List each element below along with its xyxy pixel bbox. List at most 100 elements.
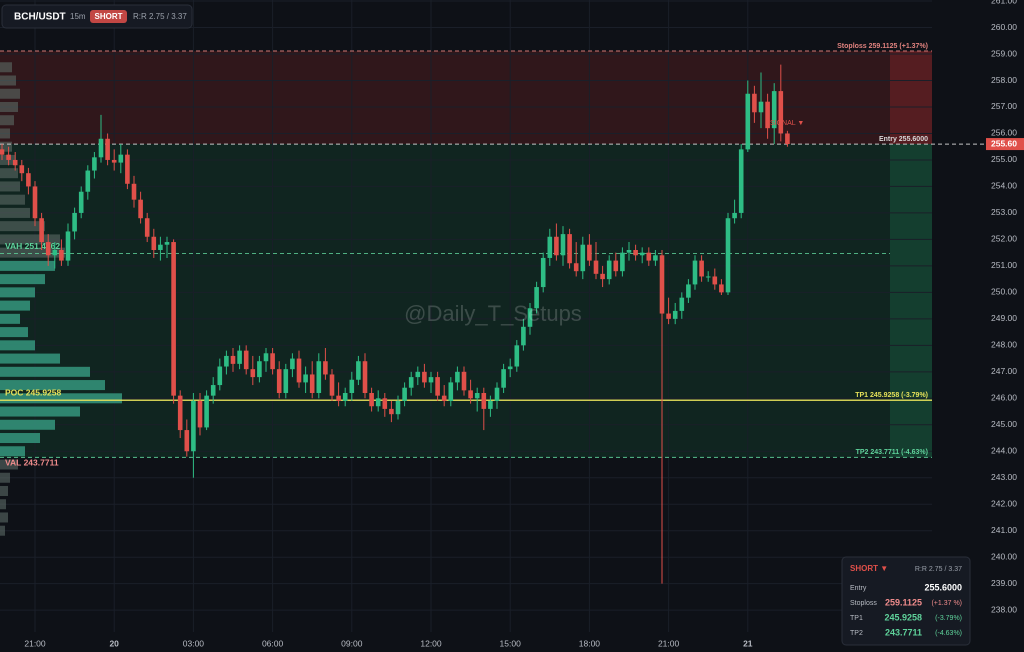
candle-body bbox=[521, 326, 526, 346]
candle-body bbox=[639, 252, 645, 256]
level-label: TP1 245.9258 (-3.79%) bbox=[855, 392, 928, 399]
candle-body bbox=[666, 313, 671, 319]
volume-profile-bar bbox=[0, 221, 45, 232]
volume-profile-bar bbox=[0, 406, 80, 417]
price-axis bbox=[980, 0, 1024, 652]
candle-body bbox=[111, 159, 117, 163]
panel-rr: R:R 2.75 / 3.37 bbox=[915, 566, 962, 573]
signal-annotation: SIGNAL ▼ bbox=[770, 120, 804, 127]
candle-body bbox=[85, 170, 91, 192]
candle-body bbox=[725, 218, 731, 293]
candle-body bbox=[78, 191, 84, 213]
volume-profile-bar bbox=[0, 446, 25, 457]
risk-zone-edge bbox=[890, 51, 932, 145]
volume-profile-bar bbox=[0, 194, 25, 205]
x-tick-label: 20 bbox=[109, 638, 119, 648]
candle-body bbox=[540, 257, 546, 288]
panel-row-change: (+1.37 %) bbox=[931, 600, 962, 607]
risk-reward: R:R 2.75 / 3.37 bbox=[133, 12, 187, 21]
candle-body bbox=[474, 393, 480, 399]
candle-body bbox=[567, 234, 572, 264]
candle-body bbox=[177, 395, 183, 431]
candle-body bbox=[131, 183, 137, 200]
candle-body bbox=[461, 371, 467, 391]
candle-body bbox=[362, 361, 368, 394]
candle-body bbox=[336, 395, 341, 401]
y-tick-label: 244.00 bbox=[991, 446, 1017, 456]
volume-profile-bar bbox=[0, 128, 10, 139]
y-tick-label: 252.00 bbox=[991, 234, 1017, 244]
candle-body bbox=[309, 374, 315, 394]
candle-body bbox=[184, 430, 190, 452]
x-tick-label: 06:00 bbox=[262, 638, 284, 648]
y-tick-label: 259.00 bbox=[991, 48, 1017, 58]
volume-profile-bar bbox=[0, 234, 60, 245]
candle-body bbox=[342, 393, 348, 401]
candle-body bbox=[415, 371, 421, 378]
candle-body bbox=[257, 361, 262, 378]
x-tick-label: 12:00 bbox=[420, 638, 442, 648]
y-tick-label: 260.00 bbox=[991, 22, 1017, 32]
y-tick-label: 257.00 bbox=[991, 101, 1017, 111]
summary-panel: SHORT ▼ R:R 2.75 / 3.37 Entry 255.6000 Sto… bbox=[841, 556, 971, 646]
volume-profile-bar bbox=[0, 472, 10, 483]
panel-row-value: 255.6000 bbox=[924, 582, 962, 592]
candle-body bbox=[290, 358, 295, 370]
volume-profile-bar bbox=[0, 300, 30, 311]
y-tick-label: 238.00 bbox=[991, 604, 1017, 614]
candle-body bbox=[369, 393, 374, 407]
profile-label: POC 245.9258 bbox=[5, 388, 62, 398]
candle-body bbox=[613, 260, 619, 272]
panel-row-label: TP2 bbox=[850, 630, 863, 637]
candle-body bbox=[230, 355, 236, 364]
y-tick-label: 246.00 bbox=[991, 393, 1017, 403]
y-tick-label: 243.00 bbox=[991, 472, 1017, 482]
candle-body bbox=[0, 149, 5, 155]
candle-body bbox=[679, 297, 685, 311]
volume-profile-bar bbox=[0, 101, 18, 112]
candle-body bbox=[573, 263, 579, 272]
candle-body bbox=[191, 400, 196, 452]
volume-profile-bar bbox=[0, 141, 12, 152]
volume-profile-bar bbox=[0, 366, 90, 377]
candle-body bbox=[237, 350, 242, 364]
volume-profile-bar bbox=[0, 88, 20, 99]
x-tick-label: 21:00 bbox=[24, 638, 46, 648]
candle-body bbox=[144, 218, 150, 237]
candle-body bbox=[19, 165, 25, 174]
candle-body bbox=[296, 358, 302, 383]
x-tick-label: 03:00 bbox=[183, 638, 205, 648]
candle-body bbox=[65, 231, 71, 261]
y-tick-label: 239.00 bbox=[991, 578, 1017, 588]
profile-label: VAH 251.4662 bbox=[5, 241, 60, 251]
panel-row-label: Stoploss bbox=[850, 600, 877, 607]
volume-profile-bar bbox=[0, 313, 20, 324]
volume-profile-bar bbox=[0, 62, 12, 73]
volume-profile-bar bbox=[0, 287, 35, 298]
volume-profile-bar bbox=[0, 247, 65, 258]
volume-profile-bar bbox=[0, 115, 14, 126]
candle-body bbox=[39, 218, 44, 243]
reward-zone-edge bbox=[890, 144, 932, 458]
candle-body bbox=[659, 255, 665, 314]
candle-body bbox=[263, 353, 269, 362]
panel-row-label: Entry bbox=[850, 585, 867, 592]
candle-body bbox=[356, 361, 361, 380]
candle-body bbox=[52, 249, 58, 256]
candle-body bbox=[270, 353, 275, 370]
candle-body bbox=[6, 154, 11, 160]
profile-label: VAL 243.7711 bbox=[5, 458, 59, 468]
watermark: @Daily_T_Setups bbox=[404, 301, 582, 326]
candle-body bbox=[752, 93, 757, 113]
candle-body bbox=[692, 260, 698, 285]
y-tick-label: 249.00 bbox=[991, 313, 1017, 323]
candle-body bbox=[771, 91, 777, 129]
candle-body bbox=[600, 273, 605, 280]
timeframe: 15m bbox=[70, 12, 86, 21]
x-tick-label: 09:00 bbox=[341, 638, 363, 648]
volume-profile-bar bbox=[0, 353, 60, 364]
candle-body bbox=[92, 157, 97, 171]
candle-body bbox=[633, 249, 638, 256]
candle-body bbox=[455, 371, 460, 383]
